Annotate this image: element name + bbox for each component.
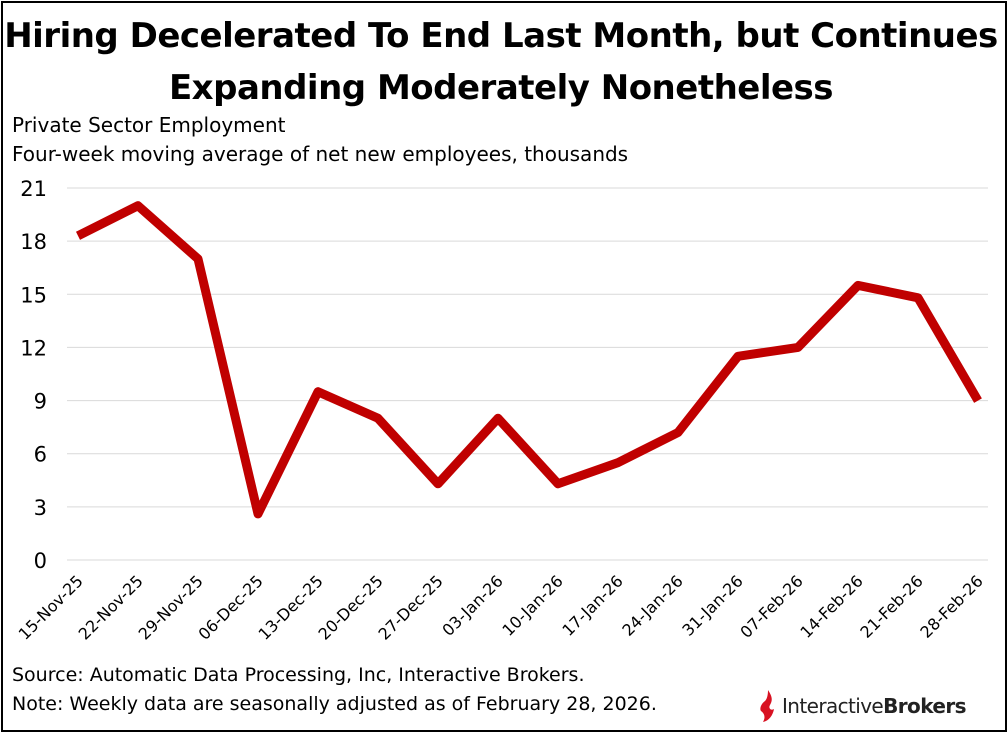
x-tick-label: 24-Jan-26 [618,571,686,639]
y-tick-label: 6 [34,443,47,467]
source-note: Source: Automatic Data Processing, Inc, … [12,664,585,686]
y-tick-label: 12 [20,336,47,360]
series-layer [75,201,982,519]
logo-word-2: Brokers [883,694,966,718]
chart-title: Hiring Decelerated To End Last Month, bu… [0,10,1002,114]
x-axis-tick-labels: 15-Nov-2522-Nov-2529-Nov-2506-Dec-2513-D… [15,571,987,643]
flame-logo-icon [760,690,774,722]
gridlines [67,187,988,561]
chart-subtitle: Private Sector Employment [12,113,286,137]
logo-word-1: Interactive [782,694,884,718]
y-tick-label: 0 [34,549,47,573]
title-line-2: Expanding Moderately Nonetheless [168,68,834,108]
x-tick-label: 17-Jan-26 [558,571,626,639]
x-tick-label: 27-Dec-25 [375,571,447,643]
y-tick-label: 18 [20,230,47,254]
series-line-0 [75,201,982,519]
y-tick-label: 15 [20,283,47,307]
x-tick-label: 07-Feb-26 [736,571,806,641]
x-tick-label: 28-Feb-26 [916,571,986,641]
x-tick-label: 14-Feb-26 [796,571,866,641]
logo-wordmark: InteractiveBrokers [782,694,966,718]
y-axis-tick-labels: 0 3 6 9 12 15 18 21 [20,177,47,573]
y-tick-label: 3 [34,496,47,520]
x-tick-label: 10-Jan-26 [498,571,566,639]
title-line-1: Hiring Decelerated To End Last Month, bu… [4,16,998,56]
interactive-brokers-logo: InteractiveBrokers [758,689,998,725]
x-tick-label: 03-Jan-26 [438,571,506,639]
y-tick-label: 21 [20,177,47,201]
chart-units-label: Four-week moving average of net new empl… [12,142,629,166]
x-tick-label: 21-Feb-26 [856,571,926,641]
data-note: Note: Weekly data are seasonally adjuste… [12,693,657,715]
y-tick-label: 9 [34,390,47,414]
